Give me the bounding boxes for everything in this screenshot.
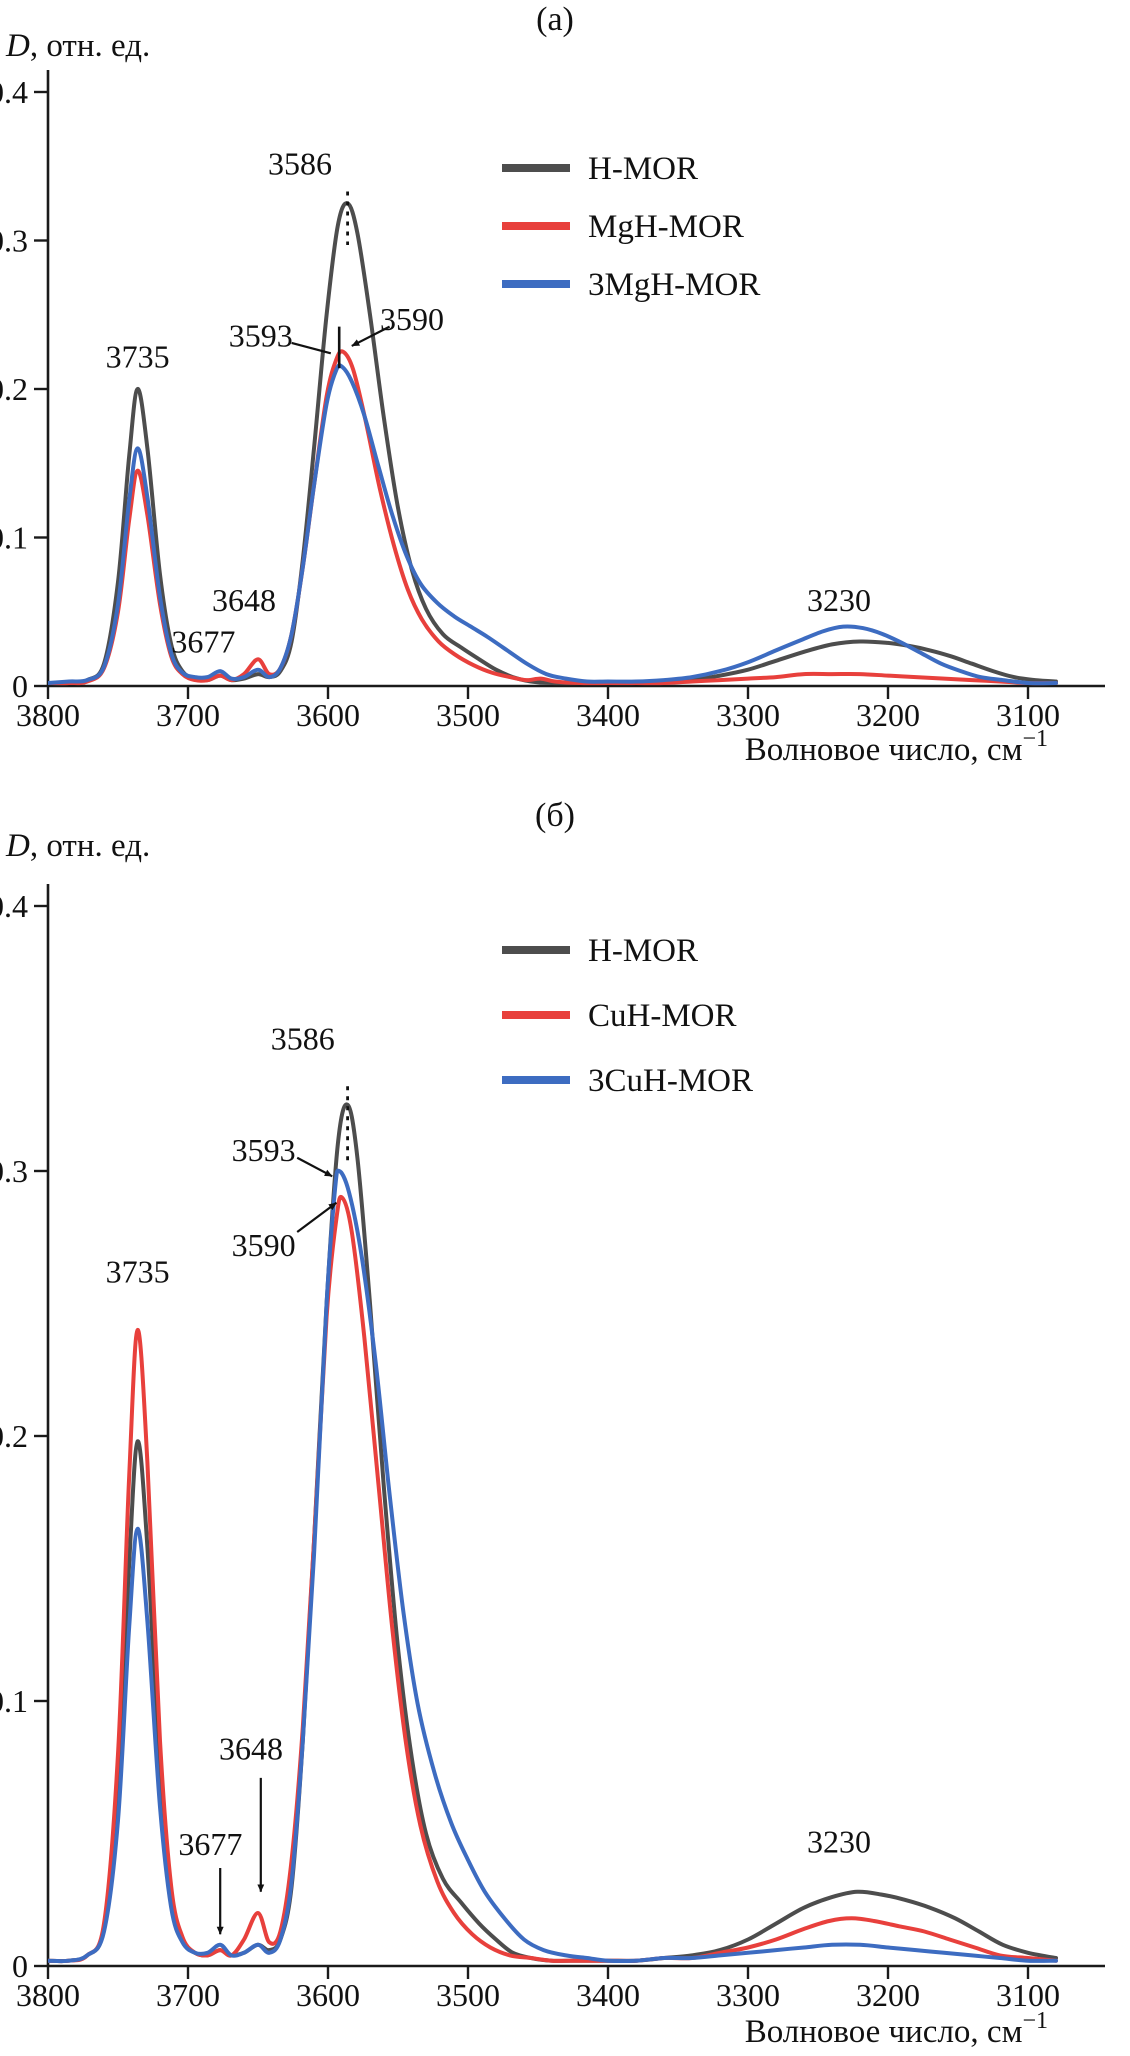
annotation-3590: 3590 bbox=[232, 1227, 296, 1263]
panel-label: (а) bbox=[536, 1, 574, 38]
x-tick-label: 3100 bbox=[996, 697, 1060, 733]
series-3CuH-MOR bbox=[48, 1168, 1058, 1964]
chart-panel-b: (б) D, отн. ед. 3800 3700 3600 3500 3400 3300 32… bbox=[0, 797, 1105, 2050]
x-tick-label: 3400 bbox=[576, 1977, 640, 2013]
annotation-connector bbox=[291, 341, 332, 355]
x-tick-label: 3200 bbox=[856, 1977, 920, 2013]
panel-label: (б) bbox=[535, 797, 575, 834]
x-tick-label: 3700 bbox=[156, 697, 220, 733]
legend-label-H-MOR: H-MOR bbox=[588, 151, 698, 187]
annotation-arrow bbox=[296, 1156, 333, 1178]
y-tick-label: 0.2 bbox=[0, 371, 28, 407]
legend-label-3MgH-MOR: 3MgH-MOR bbox=[588, 267, 760, 303]
annotation-3735: 3735 bbox=[106, 1254, 170, 1290]
annotation-3677: 3677 bbox=[171, 623, 235, 659]
y-tick-label: 0 bbox=[12, 668, 28, 704]
plot-area bbox=[48, 1102, 1058, 1964]
y-axis-label: D, отн. ед. bbox=[5, 28, 150, 64]
annotation-3230: 3230 bbox=[807, 1823, 871, 1859]
series-CuH-MOR bbox=[48, 1194, 1058, 1964]
y-tick-label: 0.2 bbox=[0, 1418, 28, 1454]
legend: H-MOR CuH-MOR 3CuH-MOR bbox=[502, 933, 753, 1099]
legend-label-MgH-MOR: MgH-MOR bbox=[588, 209, 744, 245]
x-tick-label: 3800 bbox=[16, 1977, 80, 2013]
x-tick-label: 3200 bbox=[856, 697, 920, 733]
annotations: 3735 3677 3648 3586 3593 3590 3230 bbox=[106, 145, 871, 659]
x-tick-label: 3700 bbox=[156, 1977, 220, 2013]
legend-label-H-MOR: H-MOR bbox=[588, 933, 698, 969]
annotation-arrow bbox=[296, 1201, 338, 1233]
y-tick-label: 0.1 bbox=[0, 520, 28, 556]
y-tick-label: 0.4 bbox=[0, 888, 28, 924]
legend-label-CuH-MOR: CuH-MOR bbox=[588, 998, 737, 1034]
x-tick-label: 3800 bbox=[16, 697, 80, 733]
x-tick-label: 3500 bbox=[436, 1977, 500, 2013]
annotation-3593: 3593 bbox=[229, 318, 293, 354]
y-tick-label: 0 bbox=[12, 1948, 28, 1984]
annotation-3593: 3593 bbox=[232, 1132, 296, 1168]
annotation-3735: 3735 bbox=[106, 338, 170, 374]
x-axis-label: Волновое число, см−1 bbox=[745, 2008, 1048, 2050]
x-tick-label: 3400 bbox=[576, 697, 640, 733]
annotation-3648: 3648 bbox=[212, 582, 276, 618]
annotation-3230: 3230 bbox=[807, 582, 871, 618]
x-tick-label: 3500 bbox=[436, 697, 500, 733]
y-tick-label: 0.3 bbox=[0, 1153, 28, 1189]
annotation-3590: 3590 bbox=[380, 301, 444, 337]
x-axis-label: Волновое число, см−1 bbox=[745, 726, 1048, 768]
annotation-arrow bbox=[351, 325, 391, 347]
series-H-MOR bbox=[48, 1102, 1058, 1964]
x-tick-label: 3300 bbox=[716, 1977, 780, 2013]
legend: H-MOR MgH-MOR 3MgH-MOR bbox=[502, 151, 760, 303]
x-tick-label: 3100 bbox=[996, 1977, 1060, 2013]
series-3MgH-MOR bbox=[48, 363, 1058, 686]
legend-label-3CuH-MOR: 3CuH-MOR bbox=[588, 1063, 753, 1099]
annotation-3677: 3677 bbox=[178, 1826, 242, 1862]
y-tick-label: 0.4 bbox=[0, 74, 28, 110]
chart-panel-a: (а) D, отн. ед. 3800 3700 3600 3500 3400 3300 32… bbox=[0, 1, 1105, 768]
plot-area bbox=[48, 201, 1058, 686]
y-tick-label: 0.3 bbox=[0, 223, 28, 259]
annotation-3586: 3586 bbox=[268, 145, 332, 181]
annotation-3586: 3586 bbox=[271, 1021, 335, 1057]
annotation-3648: 3648 bbox=[219, 1731, 283, 1767]
x-tick-label: 3600 bbox=[296, 1977, 360, 2013]
x-tick-label: 3600 bbox=[296, 697, 360, 733]
x-tick-label: 3300 bbox=[716, 697, 780, 733]
annotations: 3735 3677 3648 3586 3593 3590 3230 bbox=[106, 1021, 871, 1935]
series-H-MOR bbox=[48, 201, 1058, 686]
y-tick-label: 0.1 bbox=[0, 1683, 28, 1719]
y-axis-label: D, отн. ед. bbox=[5, 828, 150, 864]
